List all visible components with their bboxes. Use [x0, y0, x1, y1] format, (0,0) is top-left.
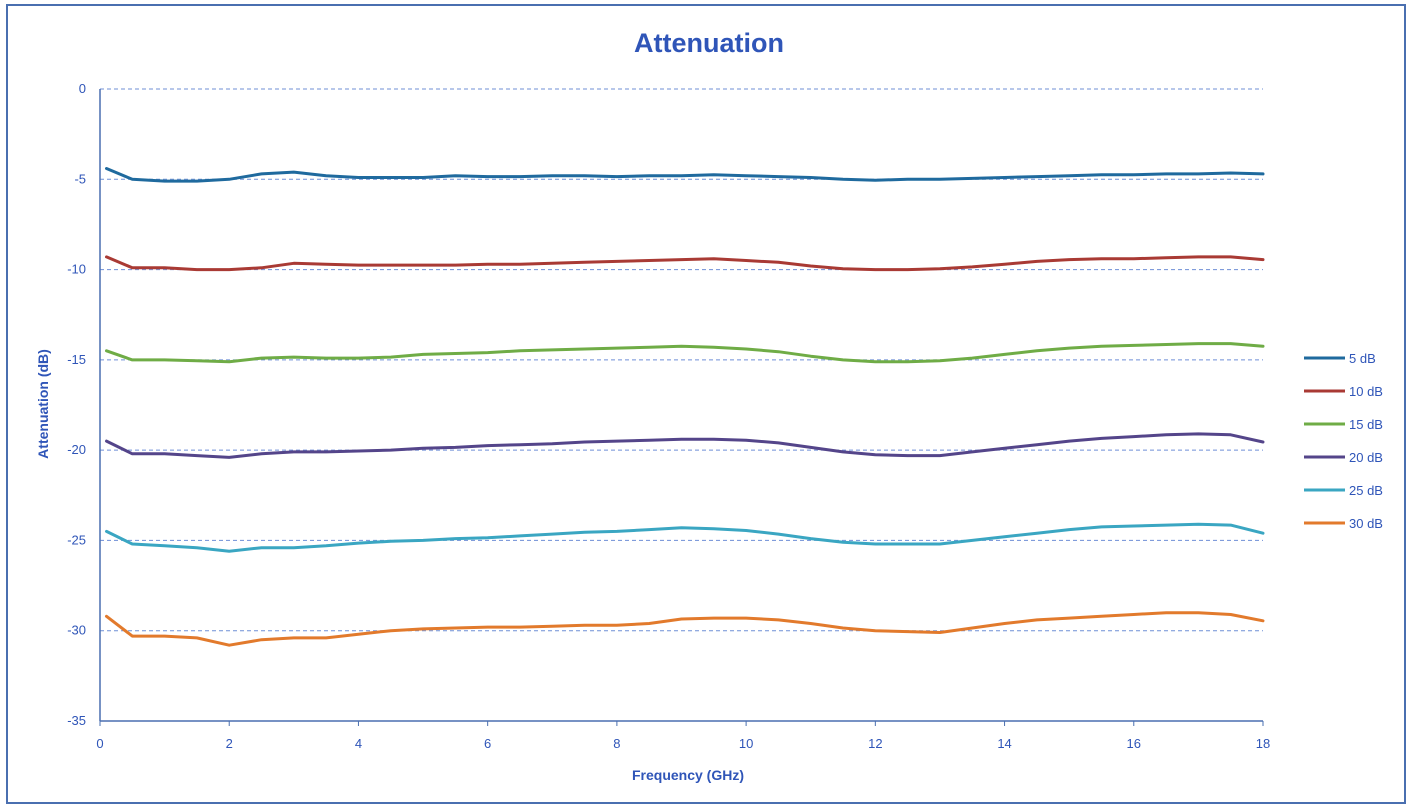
y-tick-label: -30 — [67, 623, 86, 638]
legend-label: 5 dB — [1349, 351, 1376, 366]
legend-label: 25 dB — [1349, 483, 1383, 498]
series-line — [105, 432, 1265, 459]
x-tick-label: 10 — [739, 736, 753, 751]
y-tick-label: -35 — [67, 713, 86, 728]
x-tick-label: 4 — [355, 736, 362, 751]
y-tick-label: -10 — [67, 262, 86, 277]
series-line — [105, 255, 1265, 272]
x-tick-label: 18 — [1256, 736, 1270, 751]
legend-label: 15 dB — [1349, 417, 1383, 432]
legend: 5 dB 10 dB 15 dB 20 dB 25 dB 30 dB — [1304, 351, 1383, 531]
chart-title: Attenuation — [634, 28, 784, 58]
legend-label: 20 dB — [1349, 450, 1383, 465]
series-lines — [105, 167, 1265, 647]
y-tick-label: -20 — [67, 442, 86, 457]
grid-lines — [100, 88, 1263, 632]
x-tick-label: 14 — [997, 736, 1011, 751]
x-tick-label: 8 — [613, 736, 620, 751]
series-line — [105, 611, 1265, 647]
legend-label: 30 dB — [1349, 516, 1383, 531]
chart-frame — [6, 4, 1406, 804]
series-line — [105, 167, 1265, 183]
legend-label: 10 dB — [1349, 384, 1383, 399]
series-line — [105, 522, 1265, 553]
x-tick-label: 0 — [96, 736, 103, 751]
y-axis-title: Attenuation (dB) — [35, 349, 51, 459]
x-tick-label: 2 — [226, 736, 233, 751]
y-tick-label: -25 — [67, 532, 86, 547]
series-line — [105, 342, 1265, 364]
x-axis-title: Frequency (GHz) — [632, 767, 744, 783]
y-tick-label: 0 — [79, 81, 86, 96]
x-tick-label: 6 — [484, 736, 491, 751]
y-tick-label: -5 — [74, 171, 86, 186]
y-tick-label: -15 — [67, 352, 86, 367]
x-tick-label: 12 — [868, 736, 882, 751]
x-tick-label: 16 — [1127, 736, 1141, 751]
axes: 0 -5 -10 -15 -20 -25 -30 -35 0 2 4 6 8 10 12 14 16 18 — [67, 81, 1270, 751]
